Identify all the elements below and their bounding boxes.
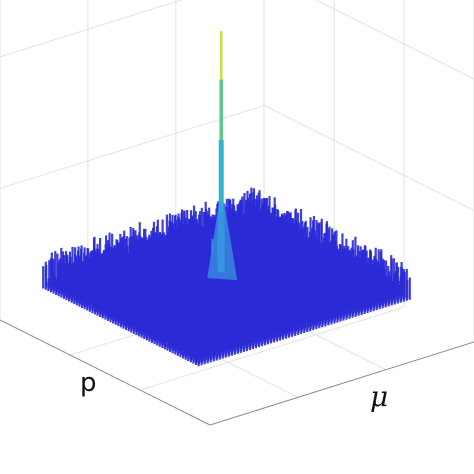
surface-peak [207,31,238,281]
peak-base [207,202,238,281]
grid-line [0,104,265,189]
y-axis-line [209,341,474,426]
grid-line [0,0,183,58]
surface-mesh [42,187,411,367]
x-axis-label: p [80,368,97,398]
grid-line [139,306,405,391]
x-axis-line [0,319,211,426]
grid-line [315,0,474,80]
y-axis-label: μ [370,380,389,413]
grid-line [263,105,474,211]
